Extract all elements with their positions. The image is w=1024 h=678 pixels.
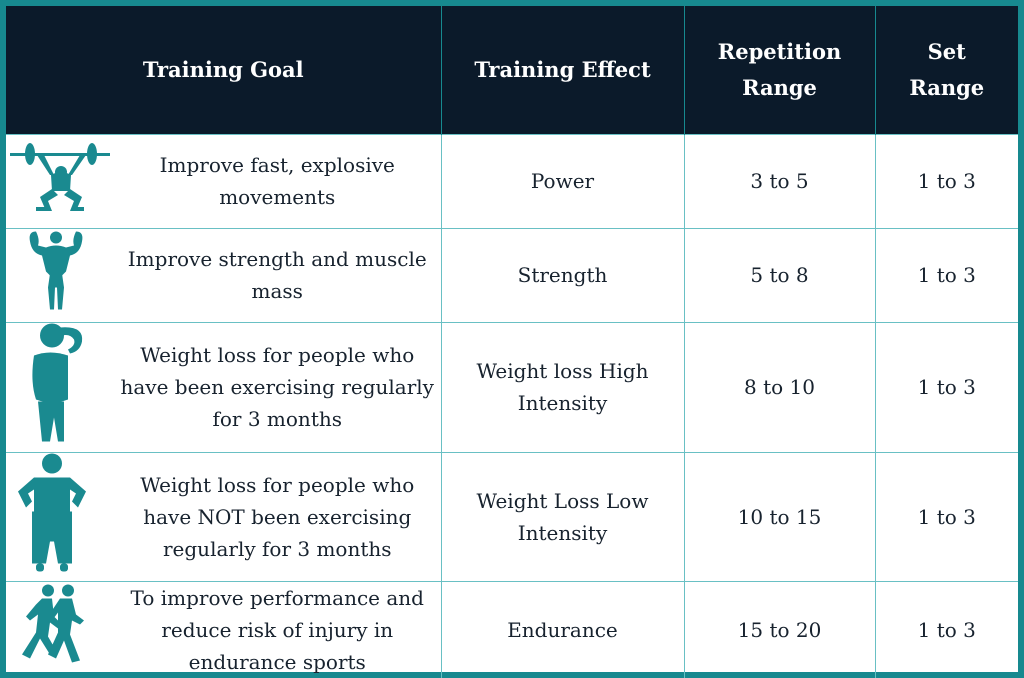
effect-cell: Weight loss High Intensity: [440, 321, 685, 453]
effect-cell: Weight Loss Low Intensity: [440, 451, 685, 582]
sets-cell: 1 to 3: [874, 580, 1018, 678]
header-training-effect: Training Effect: [440, 6, 684, 134]
goal-cell: To improve performance and reduce risk o…: [6, 580, 442, 678]
goal-cell: Weight loss for people who have NOT been…: [6, 451, 442, 582]
header-set-range: Set Range: [874, 6, 1018, 134]
effect-cell: Strength: [440, 227, 685, 323]
reps-cell: 5 to 8: [683, 227, 876, 323]
goal-cell: Improve fast, explosive movements: [6, 133, 442, 229]
reps-cell: 15 to 20: [683, 580, 876, 678]
table-row: Weight loss for people who have NOT been…: [6, 451, 1018, 582]
overweight-person-icon: [24, 322, 86, 453]
table-row: Improve strength and muscle mass Strengt…: [6, 227, 1018, 323]
overweight-person-hands-on-hips-icon: [12, 451, 92, 582]
effect-cell: Endurance: [440, 580, 685, 678]
sets-cell: 1 to 3: [874, 321, 1018, 453]
goal-text: To improve performance and reduce risk o…: [130, 585, 424, 674]
goal-text: Weight loss for people who have NOT been…: [140, 472, 415, 561]
header-training-goal: Training Goal: [6, 6, 441, 134]
header-row: Training Goal Training Effect Repetition…: [6, 6, 1018, 134]
weightlifter-icon: [10, 139, 110, 223]
table-row: Weight loss for people who have been exe…: [6, 321, 1018, 453]
header-repetition-range: Repetition Range: [683, 6, 875, 134]
table-row: Improve fast, explosive movements Power …: [6, 133, 1018, 229]
bodybuilder-icon: [26, 228, 86, 323]
sets-cell: 1 to 3: [874, 133, 1018, 229]
goal-cell: Weight loss for people who have been exe…: [6, 321, 442, 453]
table-row: To improve performance and reduce risk o…: [6, 580, 1018, 678]
sets-cell: 1 to 3: [874, 227, 1018, 323]
reps-cell: 10 to 15: [683, 451, 876, 582]
goal-text: Improve strength and muscle mass: [127, 247, 427, 303]
effect-cell: Power: [440, 133, 685, 229]
reps-cell: 3 to 5: [683, 133, 876, 229]
goal-text: Weight loss for people who have been exe…: [120, 343, 434, 431]
sets-cell: 1 to 3: [874, 451, 1018, 582]
goal-text: Improve fast, explosive movements: [159, 153, 395, 209]
runners-icon: [20, 582, 86, 677]
goal-cell: Improve strength and muscle mass: [6, 227, 442, 323]
reps-cell: 8 to 10: [683, 321, 876, 453]
training-table: Training Goal Training Effect Repetition…: [6, 6, 1018, 678]
